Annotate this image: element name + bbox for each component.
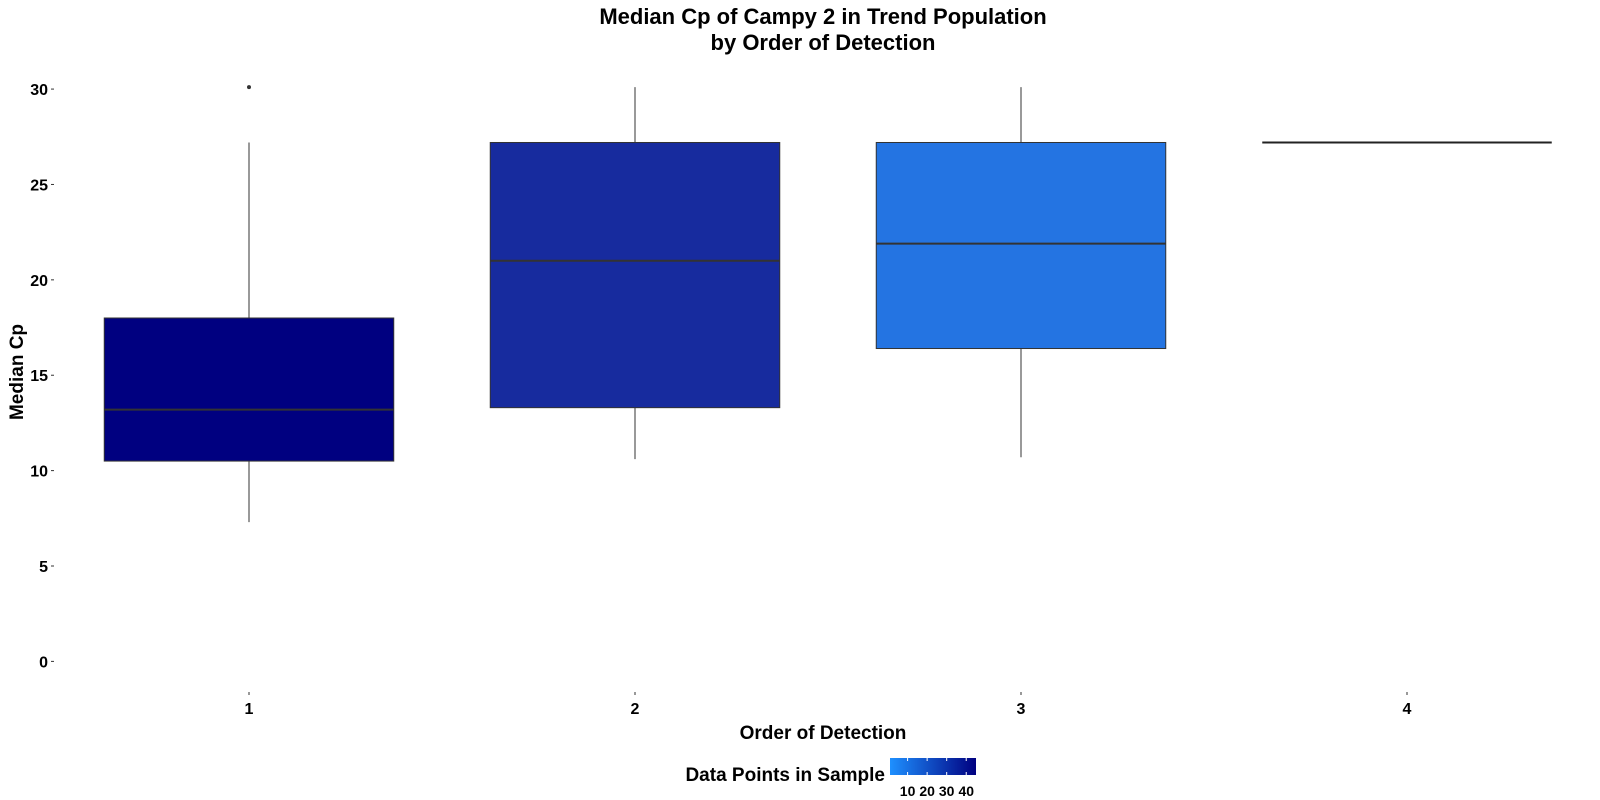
iqr-box bbox=[489, 141, 781, 409]
box-category-1 bbox=[103, 85, 395, 523]
y-tick-label: 20 bbox=[30, 273, 48, 290]
legend-tick-label: 20 bbox=[919, 783, 935, 799]
iqr-box bbox=[875, 141, 1167, 350]
y-tick-label: 5 bbox=[39, 559, 48, 576]
chart-title-line-2: by Order of Detection bbox=[711, 30, 936, 55]
x-tick-label: 1 bbox=[245, 701, 254, 718]
x-axis-title: Order of Detection bbox=[740, 723, 907, 744]
chart-title: Median Cp of Campy 2 in Trend Population… bbox=[599, 4, 1046, 55]
y-tick-label: 0 bbox=[39, 654, 48, 671]
legend-title: Data Points in Sample bbox=[685, 765, 885, 786]
x-tick-label: 2 bbox=[631, 701, 640, 718]
legend-tick-label: 40 bbox=[958, 783, 974, 799]
y-tick-label: 15 bbox=[30, 368, 48, 385]
iqr-box bbox=[103, 317, 395, 462]
legend-color-bar bbox=[890, 758, 976, 775]
outlier-point bbox=[247, 85, 251, 90]
y-tick-label: 10 bbox=[30, 464, 48, 481]
legend-tick-label: 30 bbox=[939, 783, 955, 799]
color-legend: Data Points in Sample 10 20 30 40 bbox=[685, 758, 976, 799]
x-tick-label: 3 bbox=[1017, 701, 1026, 718]
legend-ticks: 10 20 30 40 bbox=[900, 758, 974, 799]
x-axis: 1 2 3 4 bbox=[245, 692, 1412, 718]
y-axis-title: Median Cp bbox=[7, 324, 28, 420]
y-tick-label: 25 bbox=[30, 177, 48, 194]
box-series bbox=[103, 85, 1552, 523]
y-axis: 0 5 10 15 20 25 30 bbox=[30, 82, 54, 671]
box-category-3 bbox=[875, 87, 1167, 458]
x-tick-label: 4 bbox=[1403, 701, 1412, 718]
chart-title-line-1: Median Cp of Campy 2 in Trend Population bbox=[599, 4, 1046, 29]
box-category-2 bbox=[489, 87, 781, 460]
legend-tick-label: 10 bbox=[900, 783, 916, 799]
y-tick-label: 30 bbox=[30, 82, 48, 99]
